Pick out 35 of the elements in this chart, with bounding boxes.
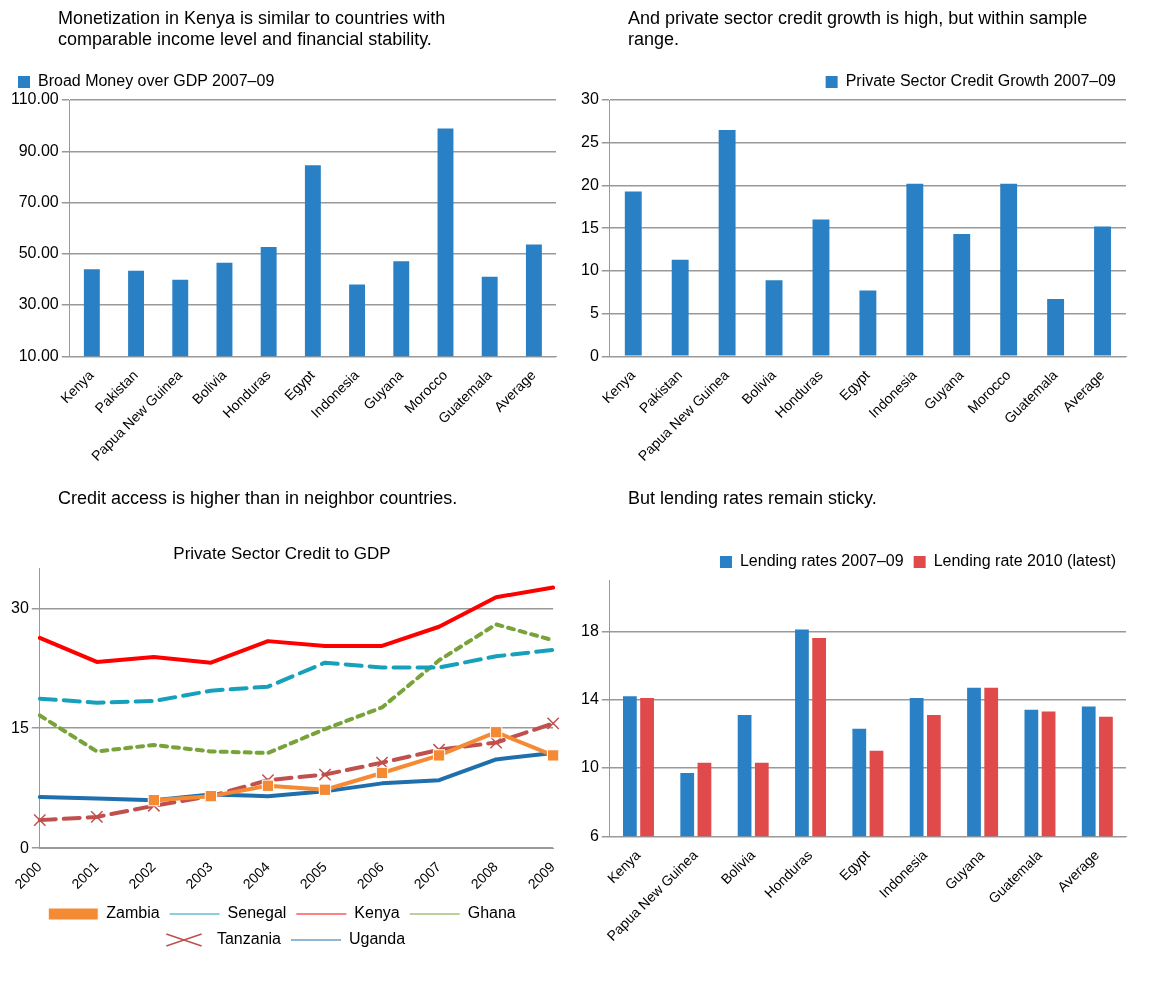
y-tick-label: 30 bbox=[581, 90, 599, 108]
legend-label: Tanzania bbox=[216, 930, 282, 948]
legend-label: Ghana bbox=[467, 904, 516, 922]
y-tick-label: 0 bbox=[19, 838, 29, 856]
y-tick-label: 10.00 bbox=[18, 346, 59, 364]
chart-title: Monetization in Kenya is similar to countries with comparable income level and financial stability. bbox=[57, 8, 447, 51]
y-tick-label: 10 bbox=[581, 758, 599, 776]
y-tick-label: 50.00 bbox=[18, 244, 59, 262]
y-tick-label: 5 bbox=[589, 303, 599, 321]
chart-title: But lending rates remain sticky. bbox=[627, 488, 878, 510]
y-tick-label: 0 bbox=[589, 346, 599, 364]
legend-label: Senegal bbox=[227, 904, 287, 922]
chart-subtitle: Private Sector Credit to GDP bbox=[173, 543, 391, 563]
y-tick-label: 70.00 bbox=[18, 192, 59, 210]
legend-label: Private Sector Credit Growth 2007–09 bbox=[845, 72, 1117, 90]
y-tick-label: 30.00 bbox=[18, 295, 59, 313]
legend-label: Zambia bbox=[106, 904, 160, 922]
y-tick-label: 10 bbox=[581, 261, 599, 279]
y-tick-label: 6 bbox=[589, 826, 599, 844]
y-tick-label: 18 bbox=[581, 621, 599, 639]
y-tick-label: 15 bbox=[581, 218, 599, 236]
y-tick-label: 14 bbox=[581, 690, 599, 707]
chart-title: And private sector credit growth is high, but within sample range. bbox=[627, 8, 1089, 51]
legend-label: Uganda bbox=[349, 930, 406, 948]
y-tick-label: 20 bbox=[581, 175, 599, 193]
legend-label: Broad Money over GDP 2007–09 bbox=[38, 72, 275, 90]
legend-label: Kenya bbox=[354, 904, 400, 922]
y-tick-label: 110.00 bbox=[11, 90, 59, 108]
y-tick-label: 15 bbox=[11, 718, 29, 736]
y-tick-label: 25 bbox=[581, 133, 599, 151]
legend-label: Lending rate 2010 (latest) bbox=[933, 552, 1116, 570]
chart-title: Credit access is higher than in neighbor countries. bbox=[57, 488, 459, 510]
y-tick-label: 30 bbox=[11, 598, 29, 616]
legend-label: Lending rates 2007–09 bbox=[739, 552, 904, 570]
y-tick-label: 90.00 bbox=[18, 141, 59, 159]
